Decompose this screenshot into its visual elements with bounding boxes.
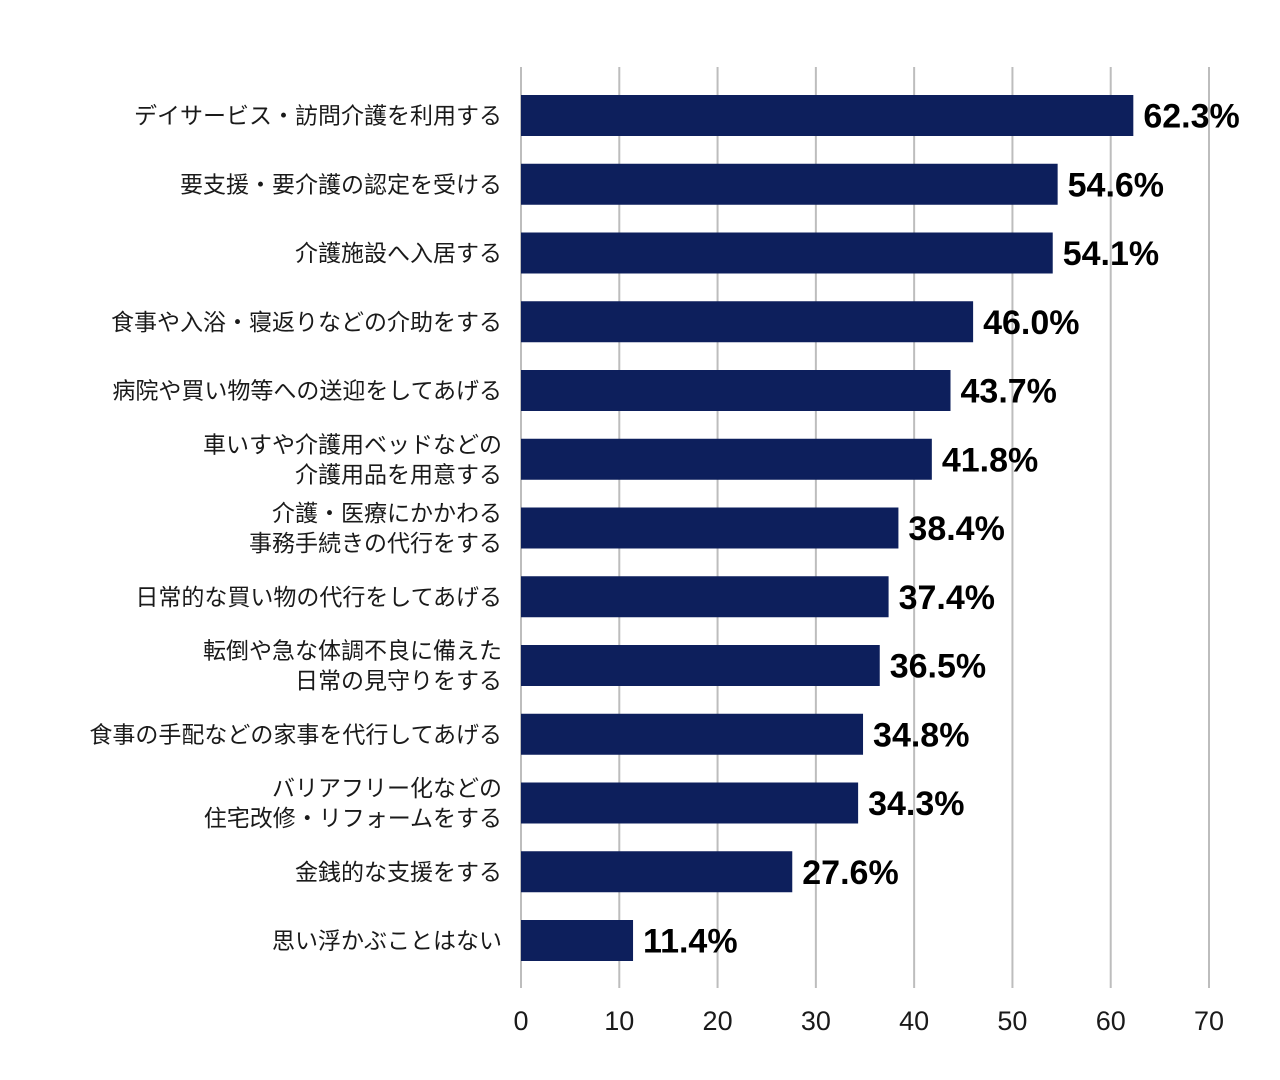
bar-2	[521, 232, 1053, 274]
value-label-3: 46.0%	[983, 304, 1079, 342]
x-tick-label-10: 10	[604, 1006, 634, 1036]
x-tick-label-70: 70	[1194, 1006, 1224, 1036]
category-labels: デイサービス・訪問介護を利用する要支援・要介護の認定を受ける介護施設へ入居する食…	[89, 104, 502, 955]
category-label-10-line-0: バリアフリー化などの	[272, 776, 502, 802]
category-label-9: 食事の手配などの家事を代行してあげる	[89, 722, 502, 748]
category-label-5-line-0: 車いすや介護用ベッドなどの	[203, 432, 502, 458]
value-label-9: 34.8%	[873, 716, 969, 754]
category-label-7: 日常的な買い物の代行をしてあげる	[135, 585, 502, 611]
x-axis-ticks: 0 10 20 30 40 50 60 70	[513, 1006, 1224, 1036]
bar-5	[521, 438, 932, 480]
x-tick-label-50: 50	[997, 1006, 1027, 1036]
value-label-4: 43.7%	[961, 373, 1057, 411]
bar-0	[521, 95, 1134, 136]
value-label-0: 62.3%	[1143, 98, 1239, 136]
x-tick-label-60: 60	[1096, 1006, 1126, 1036]
value-label-1: 54.6%	[1068, 166, 1164, 204]
category-label-2: 介護施設へ入居する	[295, 241, 502, 267]
category-label-3: 食事や入浴・寝返りなどの介助をする	[111, 310, 502, 336]
value-label-12: 11.4%	[643, 923, 738, 961]
x-tick-label-30: 30	[801, 1006, 831, 1036]
category-label-1: 要支援・要介護の認定を受ける	[180, 172, 502, 198]
category-label-8-line-1: 日常の見守りをする	[295, 669, 502, 695]
category-label-6-line-0: 介護・医療にかかわる	[272, 501, 502, 527]
bar-4	[521, 370, 951, 411]
bar-7	[521, 576, 889, 618]
category-label-8-line-0: 転倒や急な体調不良に備えた	[203, 639, 502, 665]
bar-6	[521, 507, 899, 549]
value-label-11: 27.6%	[802, 854, 898, 892]
category-label-12: 思い浮かぶことはない	[272, 929, 502, 955]
bar-12	[521, 920, 634, 961]
bar-10	[521, 782, 859, 824]
value-label-10: 34.3%	[868, 785, 964, 823]
value-label-2: 54.1%	[1063, 235, 1159, 273]
value-label-5: 41.8%	[942, 441, 1038, 479]
x-tick-label-20: 20	[703, 1006, 733, 1036]
bar-11	[521, 851, 793, 893]
bar-8	[521, 645, 880, 686]
value-label-6: 38.4%	[908, 510, 1004, 548]
x-tick-label-40: 40	[899, 1006, 929, 1036]
category-label-0: デイサービス・訪問介護を利用する	[134, 104, 502, 130]
bar-3	[521, 301, 974, 343]
value-label-7: 37.4%	[899, 579, 995, 617]
bar-1	[521, 163, 1058, 205]
value-labels: 62.3% 54.6% 54.1% 46.0% 43.7% 41.8% 38.4% 37.4%…	[643, 98, 1240, 961]
category-label-11: 金銭的な支援をする	[295, 860, 502, 886]
category-label-5-line-1: 介護用品を用意する	[295, 462, 502, 488]
category-label-6-line-1: 事務手続きの代行をする	[249, 531, 502, 557]
x-tick-label-0: 0	[513, 1006, 528, 1036]
category-label-10-line-1: 住宅改修・リフォームをする	[204, 806, 502, 832]
bars	[521, 95, 1134, 961]
bar-9	[521, 713, 864, 755]
value-label-8: 36.5%	[890, 648, 986, 686]
category-label-4: 病院や買い物等への送迎をしてあげる	[112, 379, 502, 405]
